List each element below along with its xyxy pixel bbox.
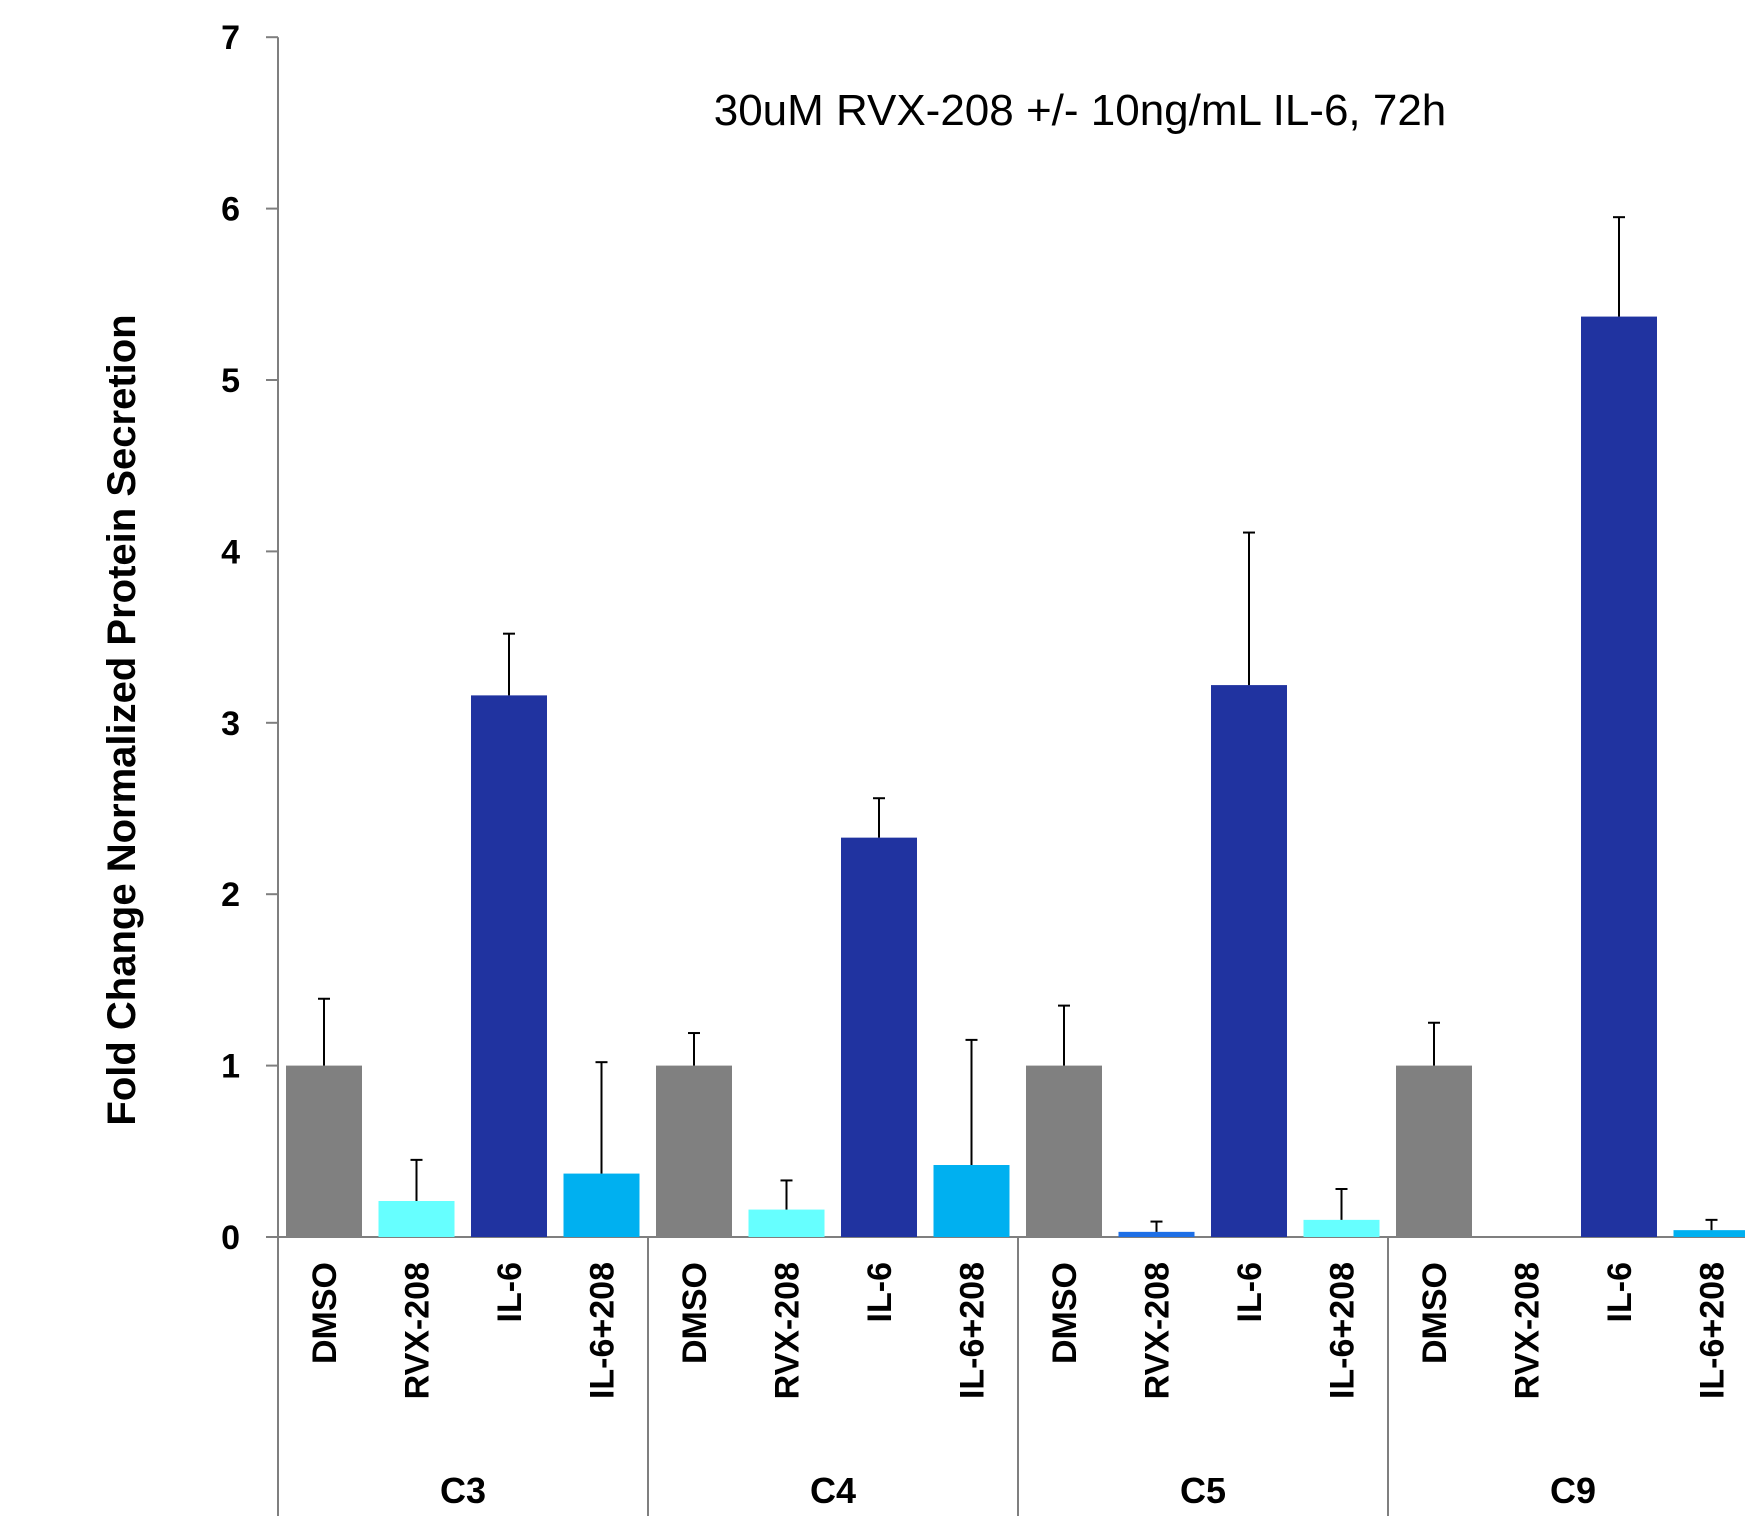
bar bbox=[1026, 1065, 1102, 1237]
bar bbox=[471, 695, 547, 1237]
chart-title: 30uM RVX-208 +/- 10ng/mL IL-6, 72h bbox=[714, 86, 1447, 135]
category-labels: DMSO RVX-208 IL-6 IL-6+208 DMSO RVX-208 IL-6 IL… bbox=[306, 1262, 1732, 1399]
category-label: RVX-208 bbox=[1509, 1262, 1547, 1399]
bar bbox=[1581, 316, 1657, 1237]
category-label: IL-6 bbox=[861, 1262, 899, 1322]
bar bbox=[933, 1165, 1010, 1237]
category-label: IL-6+208 bbox=[954, 1262, 992, 1399]
category-label: DMSO bbox=[1416, 1262, 1454, 1364]
y-tick-label: 2 bbox=[221, 876, 240, 914]
y-tick-label: 1 bbox=[221, 1048, 240, 1086]
y-tick-label: 3 bbox=[221, 705, 240, 743]
bars bbox=[286, 316, 1745, 1237]
category-label: RVX-208 bbox=[1139, 1262, 1177, 1399]
y-tick-label: 7 bbox=[221, 19, 240, 57]
y-axis-label: Fold Change Normalized Protein Secretion bbox=[100, 314, 144, 1125]
error-bars bbox=[318, 216, 1718, 1232]
bar bbox=[1396, 1065, 1472, 1237]
bar bbox=[748, 1209, 825, 1237]
category-label: IL-6 bbox=[1231, 1262, 1269, 1322]
group-label: C3 bbox=[440, 1470, 486, 1511]
bar bbox=[563, 1173, 640, 1237]
y-tick-label: 5 bbox=[221, 362, 240, 400]
y-tick-label: 0 bbox=[221, 1219, 240, 1257]
category-label: IL-6+208 bbox=[1324, 1262, 1362, 1399]
category-label: IL-6 bbox=[491, 1262, 529, 1322]
group-label: C5 bbox=[1180, 1470, 1226, 1511]
category-label: IL-6+208 bbox=[1694, 1262, 1732, 1399]
group-labels: C3 C4 C5 C9 bbox=[440, 1470, 1596, 1511]
category-label: DMSO bbox=[1046, 1262, 1084, 1364]
bar bbox=[656, 1065, 732, 1237]
bar bbox=[286, 1065, 362, 1237]
y-tick-label: 4 bbox=[221, 533, 240, 571]
group-label: C9 bbox=[1550, 1470, 1596, 1511]
group-label: C4 bbox=[810, 1470, 856, 1511]
category-label: RVX-208 bbox=[769, 1262, 807, 1399]
bar bbox=[1118, 1231, 1195, 1237]
y-tick-label: 6 bbox=[221, 191, 240, 229]
bar bbox=[1303, 1219, 1380, 1237]
y-axis-ticks: 0 1 2 3 4 5 6 7 bbox=[221, 19, 278, 1257]
category-label: DMSO bbox=[306, 1262, 344, 1364]
category-label: IL-6 bbox=[1601, 1262, 1639, 1322]
category-label: RVX-208 bbox=[399, 1262, 437, 1399]
bar bbox=[1673, 1230, 1745, 1237]
bar bbox=[841, 837, 917, 1237]
category-label: IL-6+208 bbox=[584, 1262, 622, 1399]
bar bbox=[378, 1201, 455, 1237]
category-label: DMSO bbox=[676, 1262, 714, 1364]
bar bbox=[1211, 685, 1287, 1237]
